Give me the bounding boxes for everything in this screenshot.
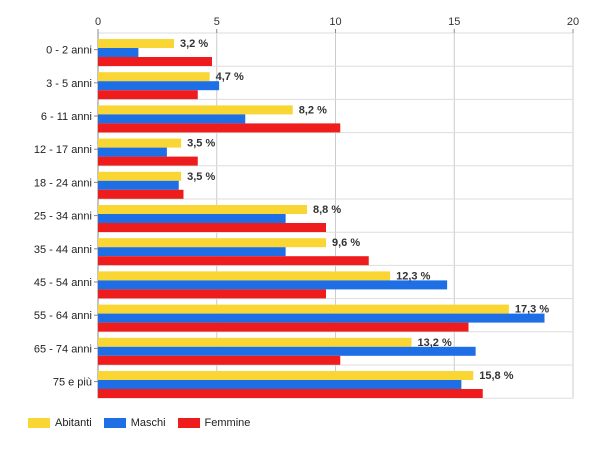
bar-maschi bbox=[98, 214, 286, 223]
legend-item-abitanti: Abitanti bbox=[28, 417, 92, 429]
bar-maschi bbox=[98, 380, 462, 389]
bar-abitanti bbox=[98, 337, 412, 347]
x-axis-ticks: 0 5 10 15 20 bbox=[95, 16, 579, 33]
y-axis-categories: 0 - 2 anni 3 - 5 anni 6 - 11 anni 12 - 17 a… bbox=[34, 45, 98, 389]
legend: Abitanti Maschi Femmine bbox=[28, 417, 262, 429]
data-label: 3,5 % bbox=[187, 138, 215, 150]
category-label: 3 - 5 anni bbox=[46, 78, 92, 90]
legend-item-maschi: Maschi bbox=[103, 417, 166, 429]
bar-abitanti bbox=[98, 304, 509, 314]
bar-abitanti bbox=[98, 271, 391, 281]
bar-abitanti bbox=[98, 105, 293, 115]
x-tick-label: 0 bbox=[95, 16, 101, 28]
bar-femmine bbox=[98, 57, 212, 66]
data-label: 3,2 % bbox=[180, 38, 208, 50]
data-label: 8,2 % bbox=[299, 104, 327, 116]
legend-item-femmine: Femmine bbox=[177, 417, 251, 429]
legend-swatch-femmine bbox=[177, 418, 200, 428]
bar-femmine bbox=[98, 123, 341, 133]
x-tick-label: 5 bbox=[214, 16, 220, 28]
category-label: 35 - 44 anni bbox=[34, 244, 92, 256]
data-label: 4,7 % bbox=[216, 71, 244, 83]
bar-maschi bbox=[98, 180, 179, 190]
legend-label-abitanti: Abitanti bbox=[55, 417, 92, 429]
bar-abitanti bbox=[98, 371, 474, 380]
data-label: 8,8 % bbox=[313, 204, 341, 216]
category-label: 75 e più bbox=[53, 377, 92, 389]
x-tick-label: 10 bbox=[329, 16, 341, 28]
bar-maschi bbox=[98, 147, 167, 157]
legend-label-femmine: Femmine bbox=[204, 417, 251, 429]
bar-maschi bbox=[98, 346, 476, 356]
x-tick-label: 20 bbox=[567, 16, 579, 28]
bar-femmine bbox=[98, 256, 369, 266]
bar-abitanti bbox=[98, 171, 182, 181]
bar-maschi bbox=[98, 280, 448, 290]
category-label: 6 - 11 anni bbox=[41, 111, 92, 123]
bar-maschi bbox=[98, 48, 139, 57]
bar-maschi bbox=[98, 313, 545, 323]
data-label: 9,6 % bbox=[332, 237, 360, 249]
legend-swatch-maschi bbox=[103, 418, 126, 428]
data-label: 17,3 % bbox=[515, 304, 549, 316]
data-labels: 3,2 % 4,7 % 8,2 % 3,5 % 3,5 % 8,8 % 9,6 % 12,3 … bbox=[180, 38, 549, 382]
bar-femmine bbox=[98, 322, 469, 332]
bar-femmine bbox=[98, 189, 184, 199]
category-label: 55 - 64 anni bbox=[34, 310, 92, 322]
data-label: 13,2 % bbox=[418, 337, 452, 349]
data-label: 12,3 % bbox=[396, 270, 430, 282]
bar-maschi bbox=[98, 81, 220, 91]
category-label: 0 - 2 anni bbox=[46, 45, 92, 57]
bar-femmine bbox=[98, 223, 326, 232]
bar-abitanti bbox=[98, 39, 174, 48]
category-label: 45 - 54 anni bbox=[34, 277, 92, 289]
bar-femmine bbox=[98, 156, 198, 166]
bar-femmine bbox=[98, 355, 341, 365]
bar-abitanti bbox=[98, 138, 182, 148]
bars bbox=[98, 39, 545, 398]
category-label: 18 - 24 anni bbox=[34, 177, 92, 189]
data-label: 15,8 % bbox=[479, 370, 513, 382]
category-label: 25 - 34 anni bbox=[34, 211, 92, 223]
bar-maschi bbox=[98, 114, 246, 124]
bar-femmine bbox=[98, 90, 198, 100]
category-label: 65 - 74 anni bbox=[34, 343, 92, 355]
bar-abitanti bbox=[98, 238, 326, 248]
category-label: 12 - 17 anni bbox=[34, 144, 92, 156]
bar-abitanti bbox=[98, 205, 307, 214]
bar-maschi bbox=[98, 247, 286, 257]
legend-swatch-abitanti bbox=[28, 418, 50, 428]
bar-femmine bbox=[98, 389, 483, 398]
data-label: 3,5 % bbox=[187, 171, 215, 183]
bar-abitanti bbox=[98, 72, 210, 82]
bar-femmine bbox=[98, 289, 326, 299]
x-tick-label: 15 bbox=[448, 16, 460, 28]
legend-label-maschi: Maschi bbox=[130, 417, 166, 429]
